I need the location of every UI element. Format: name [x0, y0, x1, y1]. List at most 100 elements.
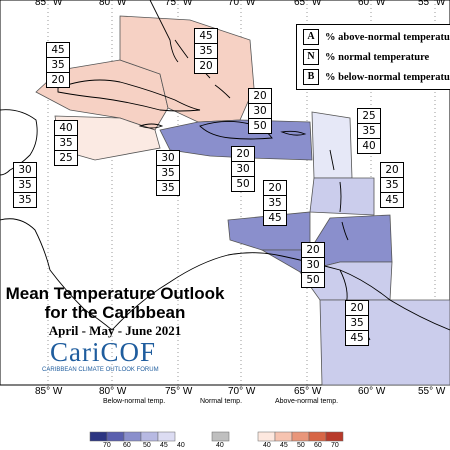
below-pct: 40: [362, 140, 376, 152]
swatch-below: [123, 431, 142, 442]
swatch-below: [157, 431, 176, 442]
normal-pct: 30: [302, 258, 324, 273]
florida-coast: [149, 0, 179, 63]
swatch-normal: [211, 431, 230, 442]
prob-box-guianas: 20 35 45: [345, 300, 369, 346]
lon-label-bottom: 55° W: [418, 386, 446, 397]
legend-key-b: B: [303, 69, 319, 85]
below-pct: 20: [199, 60, 213, 72]
normal-pct: 35: [14, 178, 36, 193]
prob-box-leeward-north: 25 35 40: [357, 108, 381, 154]
above-pct: 30: [157, 151, 179, 166]
region-haiti-dr: [159, 119, 313, 161]
below-pct: 50: [306, 274, 320, 286]
normal-pct: 30: [249, 104, 271, 119]
swatch-above: [308, 431, 327, 442]
tick-above: 60: [314, 442, 322, 449]
caricof-logo: CariCOF CARIBBEAN CLIMATE OUTLOOK FORUM: [40, 337, 200, 377]
legend-key-a: A: [303, 29, 319, 45]
prob-box-caribbean-sea-center: 30 35 35: [156, 150, 180, 196]
yucatan-coast: [0, 109, 38, 176]
prob-box-bahamas: 45 35 20: [194, 28, 218, 74]
lon-label-top: 55° W: [418, 0, 446, 8]
logo-subtitle: CARIBBEAN CLIMATE OUTLOOK FORUM: [42, 367, 159, 373]
prob-box-windward-trinidad: 20 30 50: [301, 242, 325, 288]
lon-label-bottom: 85° W: [35, 386, 63, 397]
map-title: Mean Temperature Outlook: [5, 284, 225, 303]
swatch-above: [291, 431, 310, 442]
tick-above: 45: [280, 442, 288, 449]
below-pct: 35: [161, 182, 175, 194]
probability-legend: A % above-normal temperature N % normal …: [296, 24, 450, 90]
tick-above: 40: [263, 442, 271, 449]
lon-label-top: 65° W: [294, 0, 322, 8]
tick-above: 50: [297, 442, 305, 449]
region-leeward-south: [309, 177, 375, 216]
lon-label-bottom: 70° W: [228, 386, 256, 397]
tick-below: 70: [103, 442, 111, 449]
lon-label-top: 70° W: [228, 0, 256, 8]
normal-pct: 30: [232, 162, 254, 177]
tick-below: 45: [160, 442, 168, 449]
legend-text-normal: % normal temperature: [325, 51, 430, 63]
south-america-coast: [111, 252, 450, 331]
swatch-below: [89, 431, 108, 442]
above-pct: 40: [55, 121, 77, 136]
legend-key-n: N: [303, 49, 319, 65]
above-pct: 20: [249, 89, 271, 104]
central-america-coast: [0, 218, 113, 331]
puerto-rico-coast: [280, 130, 307, 136]
above-pct: 20: [346, 301, 368, 316]
below-pct: 25: [59, 152, 73, 164]
above-pct: 20: [264, 181, 286, 196]
colorbar-below-title: Below-normal temp.: [103, 398, 166, 405]
above-pct: 45: [47, 43, 69, 58]
normal-pct: 35: [195, 44, 217, 59]
above-pct: 20: [232, 147, 254, 162]
prob-box-abc-islands: 20 35 45: [263, 180, 287, 226]
lon-label-bottom: 75° W: [165, 386, 193, 397]
above-pct: 20: [381, 163, 403, 178]
colorbar-normal-title: Normal temp.: [200, 398, 243, 405]
logo-name: CariCOF: [50, 337, 157, 367]
lon-label-top: 60° W: [358, 0, 386, 8]
swatch-below: [106, 431, 125, 442]
below-pct: 50: [236, 178, 250, 190]
jamaica-coast: [138, 123, 164, 129]
prob-box-greater-antilles-south: 20 30 50: [231, 146, 255, 192]
prob-box-central-america: 30 35 35: [13, 162, 37, 208]
lon-label-bottom: 65° W: [294, 386, 322, 397]
legend-text-below: % below-normal temperature: [325, 71, 450, 83]
normal-pct: 35: [346, 316, 368, 331]
normal-pct: 35: [381, 178, 403, 193]
normal-pct: 35: [157, 166, 179, 181]
lon-label-bottom: 80° W: [99, 386, 127, 397]
region-guianas: [319, 299, 450, 386]
prob-box-jamaica-caymans: 40 35 25: [54, 120, 78, 166]
legend-row-above: A % above-normal temperature: [303, 29, 450, 45]
tick-below: 40: [177, 442, 185, 449]
tick-below: 60: [123, 442, 131, 449]
normal-pct: 35: [55, 136, 77, 151]
tick-below: 50: [143, 442, 151, 449]
above-pct: 30: [14, 163, 36, 178]
tick-normal: 40: [216, 442, 224, 449]
above-pct: 45: [195, 29, 217, 44]
below-pct: 50: [253, 120, 267, 132]
coastlines: [0, 0, 450, 341]
colorbar-above-title: Above-normal temp.: [275, 398, 339, 405]
above-pct: 20: [302, 243, 324, 258]
below-pct: 20: [51, 74, 65, 86]
outlook-regions: [35, 15, 450, 386]
normal-pct: 35: [264, 196, 286, 211]
normal-pct: 35: [47, 58, 69, 73]
lon-label-top: 80° W: [99, 0, 127, 8]
period-label: April - May - June 2021: [48, 323, 182, 338]
cuba-coast: [57, 79, 201, 112]
swatch-above: [325, 431, 344, 442]
colorbar: [89, 431, 344, 442]
below-pct: 45: [350, 332, 364, 344]
below-pct: 35: [18, 194, 32, 206]
normal-pct: 35: [358, 124, 380, 139]
swatch-above: [257, 431, 276, 442]
